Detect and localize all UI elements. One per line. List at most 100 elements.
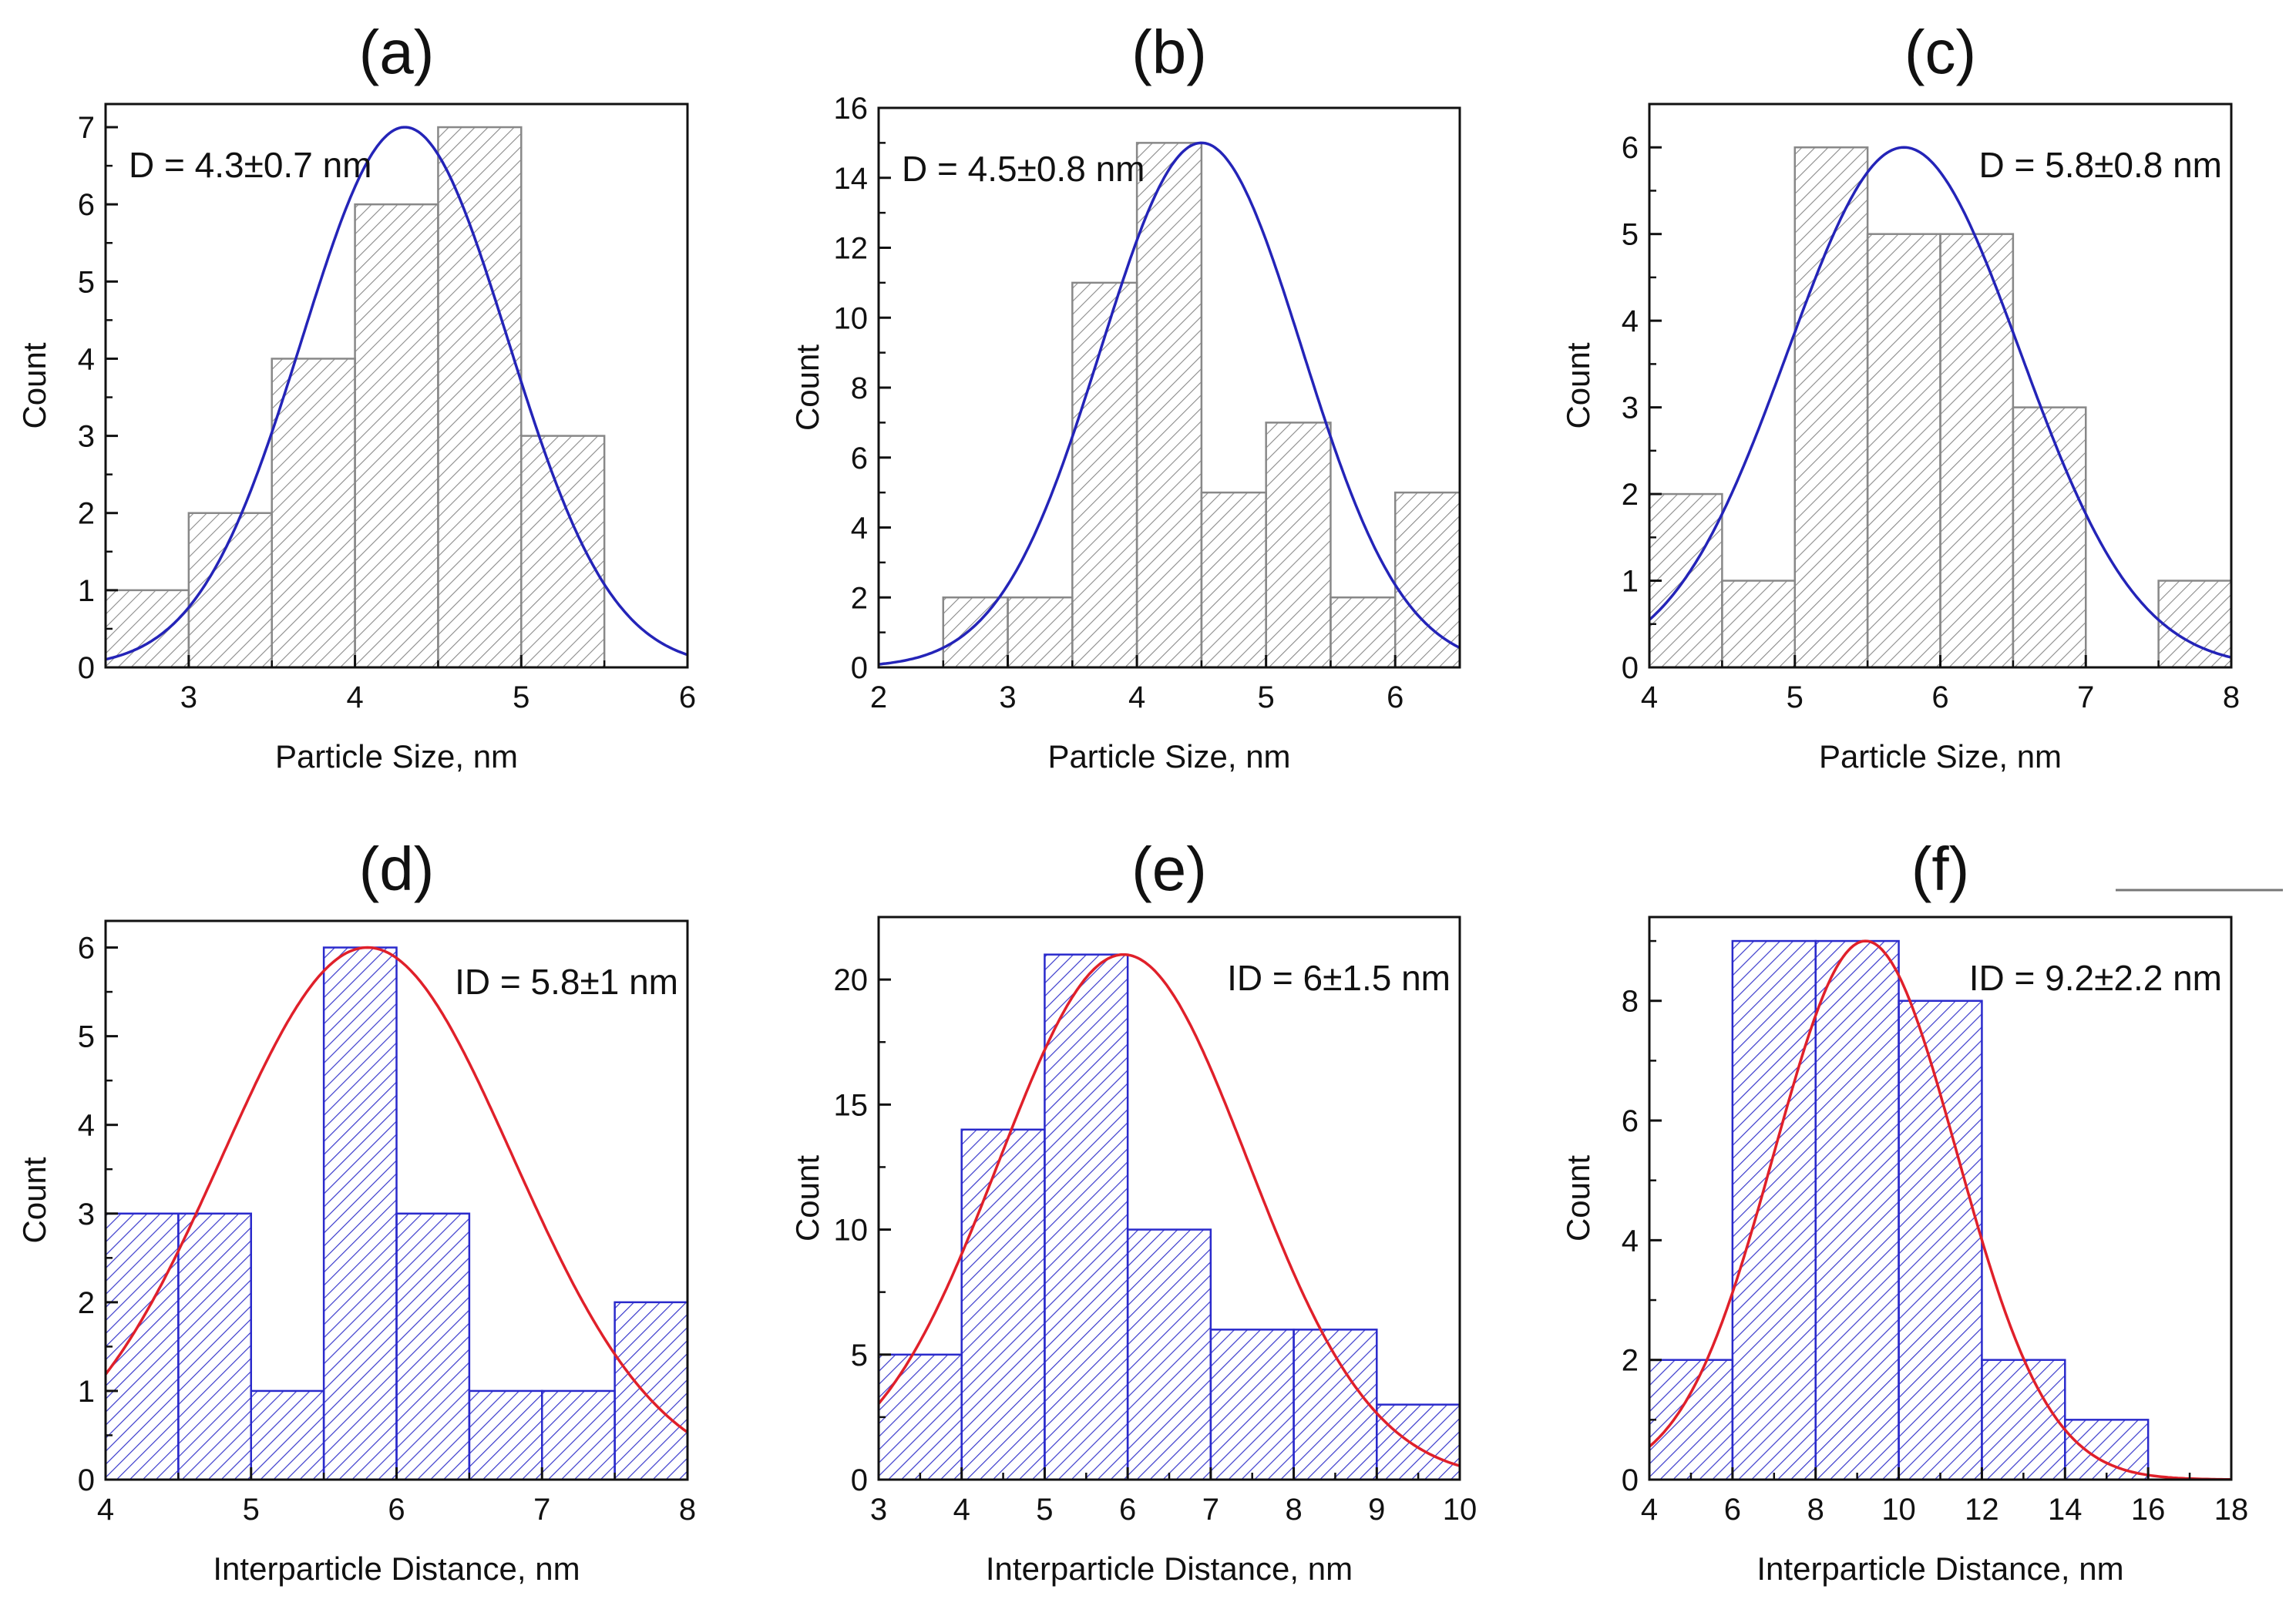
x-tick-label: 5: [1036, 1493, 1053, 1527]
x-tick-label: 8: [2223, 680, 2240, 714]
y-tick-label: 3: [1622, 391, 1639, 425]
x-tick-label: 10: [1443, 1493, 1477, 1527]
panel-title: (b): [1131, 18, 1207, 86]
y-tick-label: 6: [78, 932, 95, 966]
histogram-bar: [250, 1389, 325, 1481]
panel-title: (f): [1911, 835, 1970, 903]
x-tick-label: 6: [1724, 1493, 1741, 1527]
histogram-bar: [1126, 1228, 1212, 1481]
histogram-bar: [613, 1301, 689, 1481]
panel-c: (c) 4 5 6 7 8 0 1 2 3 4 5 6 Particle Size, nm Count D =…: [1560, 18, 2240, 774]
histogram-bar: [1265, 422, 1332, 669]
x-tick-label: 14: [2048, 1493, 2083, 1527]
y-tick-label: 10: [834, 301, 869, 335]
gaussian-fit-line: [1648, 146, 2232, 659]
y-tick-label: 8: [851, 371, 868, 405]
y-tick-label: 12: [834, 232, 869, 266]
y-tick-label: 5: [78, 265, 95, 299]
y-tick-label: 5: [851, 1339, 868, 1372]
y-tick-label: 8: [1622, 985, 1639, 1019]
histogram-bar: [942, 596, 1009, 669]
size-annotation: ID = 6±1.5 nm: [1227, 958, 1451, 998]
x-tick-label: 6: [1119, 1493, 1136, 1527]
x-axis-label: Particle Size, nm: [275, 738, 518, 774]
gaussian-fit-line: [1648, 939, 2232, 1481]
histogram-bar: [1721, 580, 1796, 669]
x-axis-label: Interparticle Distance, nm: [1756, 1551, 2123, 1587]
histogram-bar: [1898, 1000, 1983, 1481]
y-tick-label: 16: [834, 92, 869, 126]
histogram-bar: [541, 1389, 616, 1481]
x-tick-label: 10: [1881, 1493, 1916, 1527]
histogram-bar: [1731, 939, 1817, 1481]
gaussian-fit-line: [877, 953, 1461, 1467]
panel-title: (a): [359, 18, 435, 86]
y-tick-label: 14: [834, 162, 869, 196]
y-tick-label: 3: [78, 420, 95, 454]
size-annotation: D = 5.8±0.8 nm: [1979, 145, 2222, 185]
histogram-bar: [877, 1353, 963, 1481]
gaussian-fit-line: [105, 126, 688, 661]
x-tick-label: 3: [180, 680, 197, 714]
y-tick-label: 4: [851, 512, 868, 546]
x-tick-label: 16: [2131, 1493, 2166, 1527]
y-tick-label: 4: [78, 342, 95, 376]
x-tick-label: 5: [1787, 680, 1804, 714]
histogram-bar: [2064, 1419, 2150, 1481]
plot-frame: [104, 102, 689, 669]
x-tick-label: 9: [1368, 1493, 1385, 1527]
y-tick-label: 2: [1622, 478, 1639, 512]
y-axis-label: Count: [16, 342, 52, 428]
y-tick-label: 0: [1622, 1463, 1639, 1497]
y-tick-label: 15: [834, 1088, 869, 1122]
histogram-bar: [520, 435, 606, 669]
y-tick-label: 2: [78, 1286, 95, 1320]
histogram-bar: [1209, 1329, 1295, 1481]
y-tick-label: 20: [834, 963, 869, 997]
x-axis-label: Interparticle Distance, nm: [986, 1551, 1353, 1587]
x-tick-label: 6: [1931, 680, 1948, 714]
y-axis-label: Count: [16, 1157, 52, 1243]
x-tick-label: 4: [1641, 1493, 1658, 1527]
histogram-bar: [395, 1212, 471, 1481]
histogram-bar: [1866, 233, 1941, 669]
y-tick-label: 0: [1622, 651, 1639, 685]
histogram-bar: [1814, 939, 1900, 1481]
histogram-bar: [1135, 142, 1203, 669]
x-axis-label: Interparticle Distance, nm: [213, 1551, 580, 1587]
x-tick-label: 4: [1128, 680, 1145, 714]
x-tick-label: 4: [1641, 680, 1658, 714]
panel-title: (e): [1131, 835, 1207, 903]
y-axis-label: Count: [789, 1155, 825, 1241]
x-tick-label: 4: [346, 680, 363, 714]
panel-d: (d) 4 5 6 7 8 0 1 2 3 4 5 6 Interparticle Distance, n…: [16, 835, 696, 1587]
y-tick-label: 6: [78, 188, 95, 222]
histogram-bar: [1007, 596, 1074, 669]
histogram-bar: [1330, 596, 1397, 669]
histogram-bar: [1648, 1359, 1734, 1481]
y-tick-label: 0: [78, 651, 95, 685]
size-annotation: D = 4.3±0.7 nm: [129, 145, 371, 185]
x-tick-label: 4: [97, 1493, 114, 1527]
y-tick-label: 2: [78, 497, 95, 531]
y-tick-label: 1: [78, 1375, 95, 1409]
y-tick-label: 1: [78, 574, 95, 608]
histogram-bar: [1200, 491, 1267, 669]
x-tick-label: 2: [870, 680, 887, 714]
x-tick-label: 12: [1965, 1493, 1999, 1527]
x-tick-label: 7: [1202, 1493, 1219, 1527]
histogram-bar: [1981, 1359, 2066, 1481]
histogram-bar: [960, 1128, 1046, 1481]
x-tick-label: 5: [1258, 680, 1275, 714]
x-tick-label: 7: [2077, 680, 2094, 714]
histogram-bar: [2012, 406, 2087, 669]
y-tick-label: 7: [78, 111, 95, 145]
y-tick-label: 2: [851, 581, 868, 615]
y-tick-label: 6: [1622, 1104, 1639, 1138]
histogram-bar: [1793, 146, 1869, 669]
y-tick-label: 2: [1622, 1344, 1639, 1378]
size-annotation: D = 4.5±0.8 nm: [902, 149, 1145, 189]
x-tick-label: 8: [679, 1493, 696, 1527]
histogram-bar: [322, 946, 398, 1481]
